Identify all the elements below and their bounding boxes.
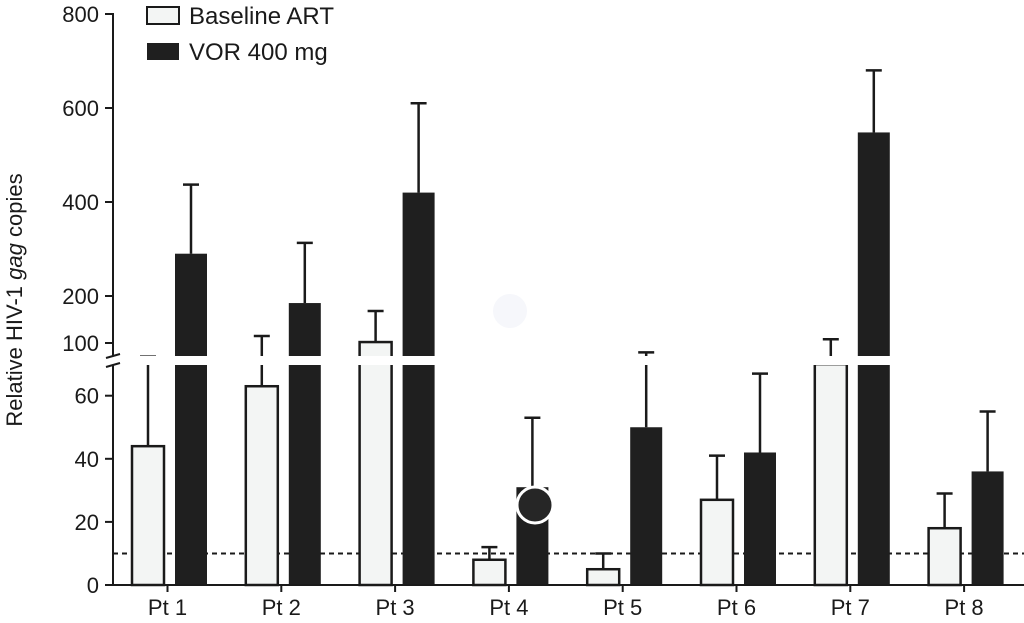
bar-baseline-6 bbox=[699, 498, 735, 587]
bars-layer bbox=[130, 69, 1004, 587]
faint-circle bbox=[493, 294, 527, 328]
y-tick-label-0: 0 bbox=[87, 573, 99, 598]
x-tick-label-5: Pt 5 bbox=[603, 595, 642, 620]
x-tick-label-2: Pt 2 bbox=[262, 595, 301, 620]
y-tick-label-600: 600 bbox=[62, 96, 99, 121]
axis-break-mark-bottom bbox=[105, 362, 121, 368]
bar-vor-6 bbox=[744, 452, 776, 585]
bar-vor-8 bbox=[971, 471, 1004, 585]
x-tick-label-1: Pt 1 bbox=[148, 595, 187, 620]
y-tick-label-400: 400 bbox=[62, 190, 99, 215]
bar-baseline-8 bbox=[927, 526, 962, 587]
x-tick-label-7: Pt 7 bbox=[831, 595, 870, 620]
bar-baseline-1 bbox=[130, 444, 166, 587]
y-axis-title: Relative HIV-1 gag copies bbox=[2, 173, 27, 426]
bar-baseline-5 bbox=[585, 567, 621, 587]
axis-break-band bbox=[107, 356, 1024, 365]
x-tick-label-6: Pt 6 bbox=[717, 595, 756, 620]
axis-break-mark-top bbox=[105, 353, 121, 359]
bar-vor-3 bbox=[402, 192, 435, 585]
x-tick-label-3: Pt 3 bbox=[376, 595, 415, 620]
y-tick-label-40: 40 bbox=[75, 447, 99, 472]
overlay-layer bbox=[493, 294, 555, 525]
bar-baseline-4 bbox=[472, 558, 507, 587]
y-axis-title-part-1: Relative HIV-1 bbox=[2, 280, 27, 427]
legend-swatch-vor bbox=[147, 43, 179, 60]
bar-baseline-7 bbox=[813, 362, 849, 587]
y-tick-label-20: 20 bbox=[75, 510, 99, 535]
bar-baseline-2 bbox=[244, 384, 280, 587]
y-tick-label-100: 100 bbox=[62, 331, 99, 356]
bar-vor-5 bbox=[630, 427, 663, 585]
legend: Baseline ART VOR 400 mg bbox=[146, 3, 334, 66]
bar-vor-2 bbox=[288, 303, 321, 585]
bar-vor-1 bbox=[175, 253, 207, 585]
axes-layer: Pt 1 Pt 2 Pt 3 Pt 4 Pt 5 Pt 6 Pt 7 Pt 8 0 20 40 60 1… bbox=[62, 2, 1024, 620]
y-tick-label-200: 200 bbox=[62, 284, 99, 309]
y-tick-label-60: 60 bbox=[75, 384, 99, 409]
x-tick-label-4: Pt 4 bbox=[489, 595, 528, 620]
x-tick-label-8: Pt 8 bbox=[945, 595, 984, 620]
y-axis-title-part-3: copies bbox=[2, 173, 27, 243]
y-tick-label-800: 800 bbox=[62, 2, 99, 27]
bar-baseline-3 bbox=[358, 340, 393, 587]
legend-label-baseline: Baseline ART bbox=[189, 3, 334, 30]
y-axis-title-part-2: gag bbox=[2, 242, 27, 279]
axis-break-layer bbox=[107, 356, 1024, 365]
legend-swatch-baseline bbox=[146, 6, 180, 25]
svg-text:Relative HIV-1 gag copies: Relative HIV-1 gag copies bbox=[2, 173, 27, 426]
cursor-marker bbox=[515, 485, 555, 525]
legend-label-vor: VOR 400 mg bbox=[189, 39, 328, 66]
